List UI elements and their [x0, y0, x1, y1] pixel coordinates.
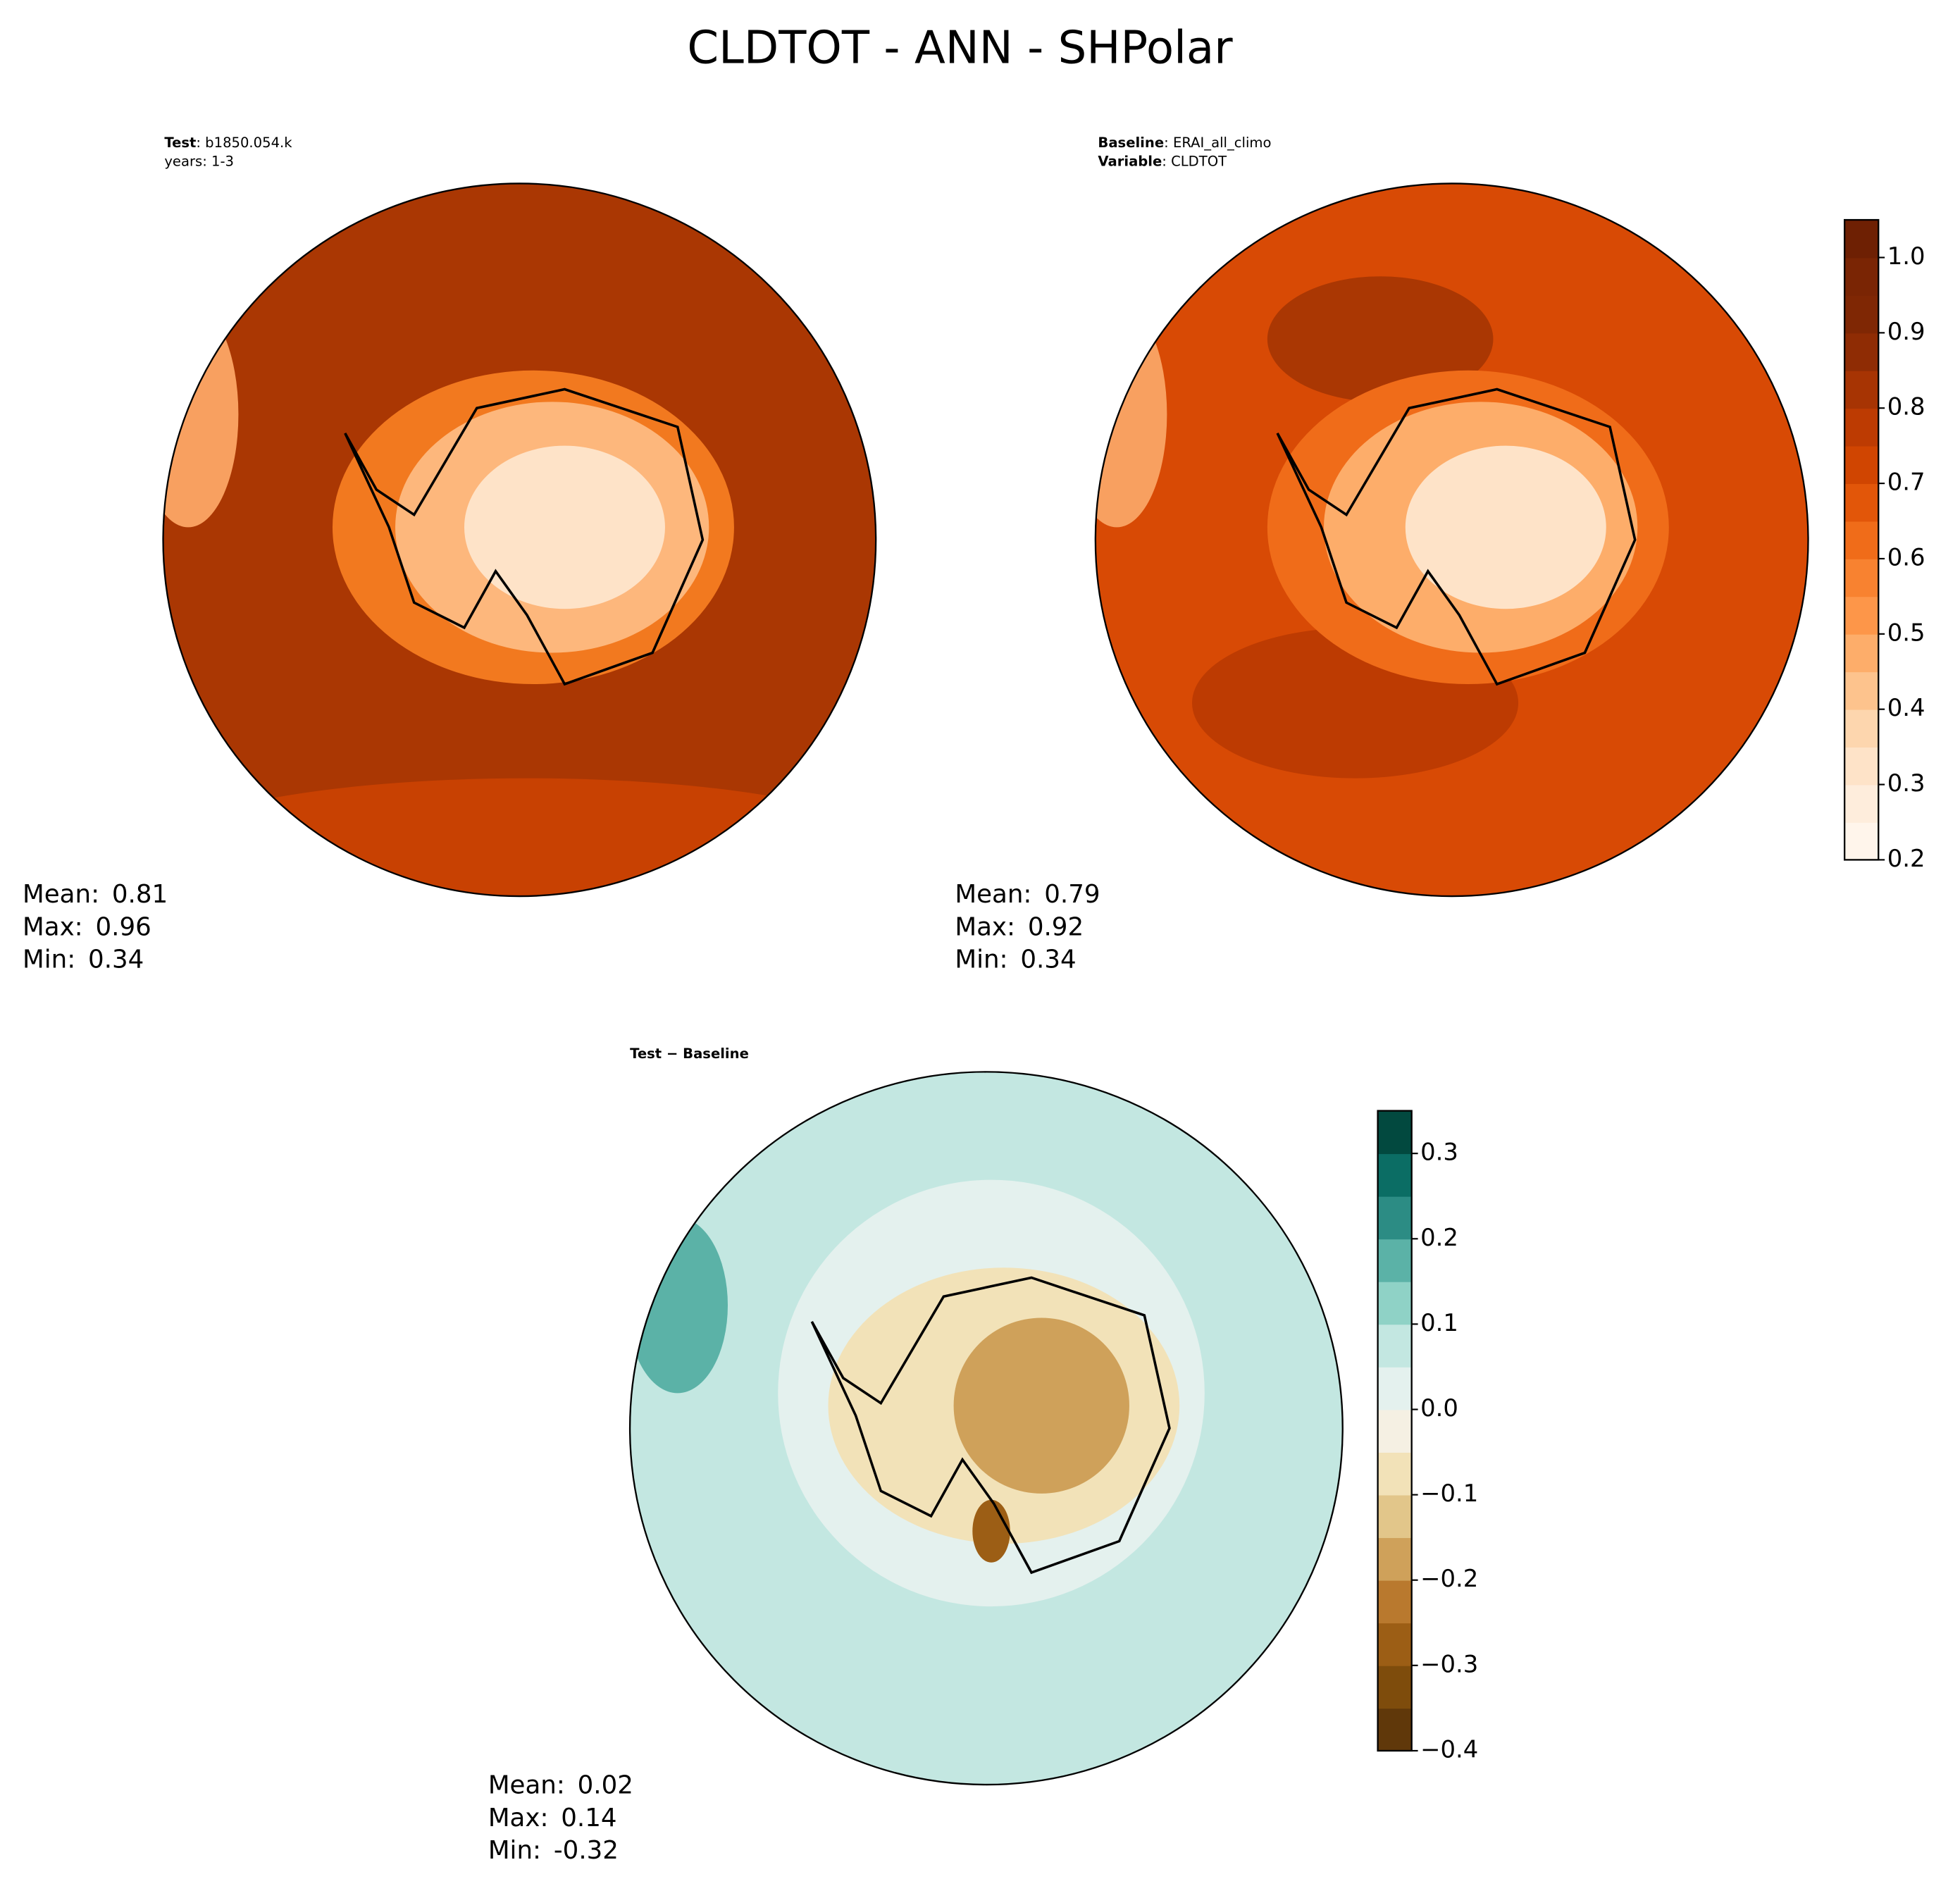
colorbar-segment: [1844, 596, 1879, 635]
stat-label: Mean:: [23, 880, 99, 909]
stat: Min: 0.34: [955, 945, 1076, 974]
tick-label: −0.3: [1420, 1650, 1478, 1678]
tick-label: 0.9: [1887, 318, 1925, 345]
header-text: years: 1-3: [164, 153, 234, 169]
stat-value: 0.96: [95, 912, 151, 941]
stat-value: 0.34: [88, 945, 144, 974]
tick-label: 0.6: [1887, 543, 1925, 571]
panel-header: Test − Baseline: [630, 1046, 749, 1062]
stat-value: 0.81: [112, 880, 168, 909]
colorbar-segment: [1377, 1281, 1412, 1325]
colorbar-segment: [1377, 1665, 1412, 1709]
map: [630, 1072, 1343, 1785]
stat-value: 0.34: [1020, 945, 1076, 974]
figure-title: CLDTOT - ANN - SHPolar: [687, 21, 1233, 74]
map: [163, 183, 876, 897]
stat: Mean: 0.79: [955, 880, 1100, 909]
stat-value: 0.79: [1044, 880, 1100, 909]
panel-header: years: 1-3: [164, 153, 234, 169]
stat-value: -0.32: [554, 1836, 619, 1865]
colorbar-segment: [1844, 671, 1879, 710]
tick-label: 0.0: [1420, 1394, 1458, 1422]
tick-label: 0.2: [1420, 1224, 1458, 1251]
stat: Min: 0.34: [23, 945, 144, 974]
colorbar-segment: [1377, 1324, 1412, 1368]
stat: Min: -0.32: [488, 1836, 619, 1865]
colorbar-segment: [1377, 1537, 1412, 1581]
stat: Max: 0.14: [488, 1804, 617, 1833]
colorbar-segment: [1844, 558, 1879, 597]
tick-label: 0.4: [1887, 694, 1925, 721]
colorbar-segment: [1844, 521, 1879, 559]
header-key: Test − Baseline: [630, 1046, 749, 1062]
colorbar-segment: [1377, 1708, 1412, 1751]
tick-label: 0.5: [1887, 619, 1925, 646]
stat: Mean: 0.81: [23, 880, 168, 909]
colorbar-segment: [1377, 1366, 1412, 1410]
stat: Mean: 0.02: [488, 1771, 633, 1800]
stat-label: Min:: [955, 945, 1007, 974]
colorbar-frame: [1843, 218, 1880, 861]
tick-label: 0.3: [1420, 1139, 1458, 1166]
colorbar-segment: [1844, 747, 1879, 786]
colorbar-segment: [1844, 370, 1879, 409]
colorbar-segment: [1377, 1153, 1412, 1197]
tick-label: −0.1: [1420, 1480, 1478, 1507]
header-text: : b1850.054.k: [196, 135, 292, 151]
colorbar-segment: [1377, 1409, 1412, 1453]
stat: Max: 0.92: [955, 912, 1084, 941]
stat-value: 0.02: [578, 1771, 633, 1800]
tick-label: −0.4: [1420, 1735, 1478, 1763]
stat-label: Min:: [23, 945, 75, 974]
header-key: Variable: [1098, 153, 1162, 169]
colorbar-segment: [1844, 483, 1879, 522]
stat-label: Min:: [488, 1836, 541, 1865]
panel-header: Test: b1850.054.k: [164, 135, 292, 151]
panel-header: Variable: CLDTOT: [1098, 153, 1227, 169]
colorbar-segment: [1844, 333, 1879, 371]
header-key: Test: [164, 135, 196, 151]
colorbar-segment: [1844, 821, 1879, 861]
header-key: Baseline: [1098, 135, 1164, 151]
stat-label: Mean:: [488, 1771, 565, 1800]
colorbar-segment: [1377, 1580, 1412, 1624]
tick-label: 0.7: [1887, 469, 1925, 496]
colorbar-segment: [1377, 1452, 1412, 1496]
colorbar-segment: [1844, 445, 1879, 484]
stat-label: Max:: [23, 912, 83, 941]
colorbar-segment: [1377, 1623, 1412, 1666]
colorbar-segment: [1844, 257, 1879, 296]
stat-value: 0.14: [561, 1804, 616, 1833]
header-text: : ERAI_all_climo: [1164, 135, 1271, 151]
tick-label: 1.0: [1887, 242, 1925, 270]
stat-value: 0.92: [1028, 912, 1084, 941]
panel-header: Baseline: ERAI_all_climo: [1098, 135, 1271, 151]
colorbar-segment: [1844, 709, 1879, 748]
tick-label: 0.3: [1887, 769, 1925, 797]
colorbar-segment: [1844, 294, 1879, 334]
colorbar-frame: [1377, 1110, 1413, 1752]
stat-label: Max:: [488, 1804, 549, 1833]
colorbar-segment: [1844, 633, 1879, 673]
colorbar-segment: [1377, 1239, 1412, 1282]
colorbar-segment: [1844, 408, 1879, 447]
stat-label: Mean:: [955, 880, 1031, 909]
colorbar-segment: [1377, 1494, 1412, 1539]
stat: Max: 0.96: [23, 912, 151, 941]
tick-label: 0.8: [1887, 393, 1925, 421]
stat-label: Max:: [955, 912, 1015, 941]
header-text: : CLDTOT: [1162, 153, 1227, 169]
tick-label: 0.2: [1887, 845, 1925, 872]
tick-label: 0.1: [1420, 1309, 1458, 1337]
colorbar-segment: [1844, 784, 1879, 823]
colorbar-segment: [1377, 1196, 1412, 1240]
colorbar-segment: [1377, 1110, 1412, 1155]
colorbar-segment: [1844, 220, 1879, 259]
map: [1095, 183, 1809, 897]
tick-label: −0.2: [1420, 1565, 1478, 1592]
